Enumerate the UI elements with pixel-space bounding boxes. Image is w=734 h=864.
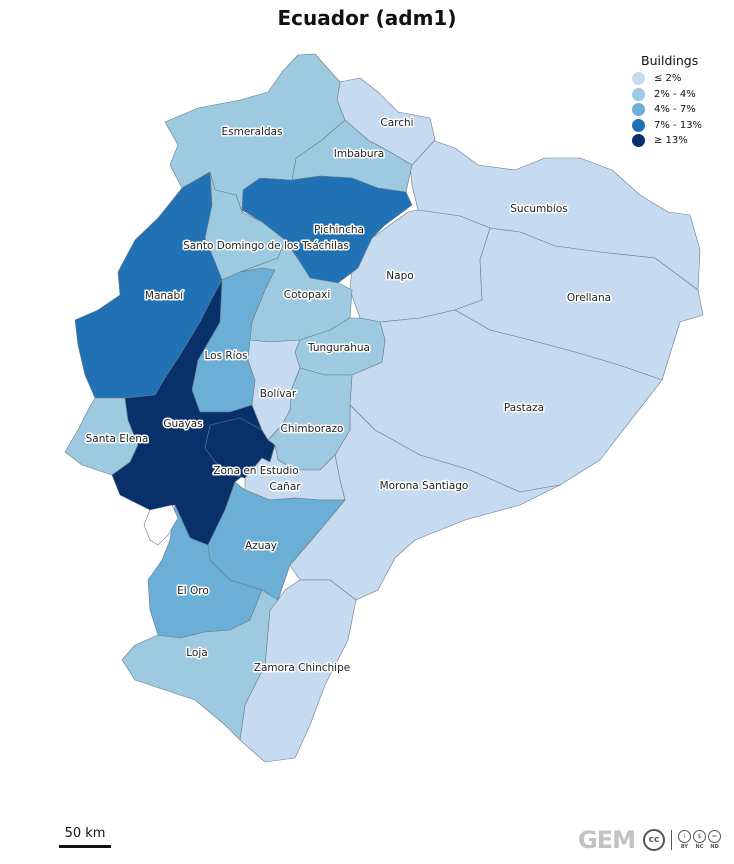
label-imbabura: Imbabura bbox=[334, 148, 385, 160]
label-zamora-chinchipe: Zamora Chinchipe bbox=[254, 662, 350, 674]
legend-item: 7% - 13% bbox=[632, 118, 732, 134]
license-by: i BY bbox=[677, 830, 691, 850]
creative-commons-icon: cc bbox=[642, 829, 665, 851]
label-zona-en-estudio: Zona en Estudio bbox=[213, 465, 298, 477]
license-nc-label: NC bbox=[695, 844, 704, 850]
legend-label: ≤ 2% bbox=[654, 73, 682, 85]
legend: Buildings ≤ 2% 2% - 4% 4% - 7% 7% - 13% … bbox=[632, 53, 732, 149]
label-loja: Loja bbox=[186, 647, 207, 659]
legend-item: ≤ 2% bbox=[632, 71, 732, 87]
legend-label: 4% - 7% bbox=[654, 104, 696, 116]
credits: GEM cc i BY $ NC = ND bbox=[578, 826, 721, 854]
label-los-rios: Los Ríos bbox=[204, 350, 247, 362]
legend-label: 7% - 13% bbox=[654, 119, 703, 131]
label-bolivar: Bolívar bbox=[260, 388, 297, 400]
label-pichincha: Pichincha bbox=[314, 224, 364, 236]
province-labels: Carchi Esmeraldas Imbabura Sucumbíos Pic… bbox=[84, 116, 612, 676]
label-santo-domingo: Santo Domingo de los Tsáchilas bbox=[183, 240, 349, 252]
legend-item: ≥ 13% bbox=[632, 133, 732, 149]
legend-label: ≥ 13% bbox=[654, 135, 688, 147]
label-tungurahua: Tungurahua bbox=[307, 342, 370, 354]
label-pastaza: Pastaza bbox=[504, 402, 544, 414]
noncommercial-icon: $ bbox=[692, 830, 706, 843]
label-chimborazo: Chimborazo bbox=[281, 423, 344, 435]
label-azuay: Azuay bbox=[245, 540, 277, 552]
license-divider bbox=[670, 830, 672, 850]
scale-bar-label: 50 km bbox=[64, 826, 106, 841]
gulf-of-guayaquil bbox=[143, 504, 179, 546]
legend-title: Buildings bbox=[641, 53, 699, 68]
legend-swatch bbox=[632, 103, 645, 117]
label-el-oro: El Oro bbox=[177, 585, 209, 597]
gem-logo: GEM bbox=[578, 826, 636, 854]
scale-bar-line bbox=[59, 845, 111, 848]
label-orellana: Orellana bbox=[567, 292, 611, 304]
license-nc: $ NC bbox=[692, 830, 706, 850]
scale-bar: 50 km bbox=[58, 826, 112, 848]
label-sucumbios: Sucumbíos bbox=[510, 203, 567, 215]
label-morona-santiago: Morona Santiago bbox=[380, 480, 469, 492]
label-esmeraldas: Esmeraldas bbox=[221, 126, 282, 138]
label-cotopaxi: Cotopaxi bbox=[284, 289, 331, 301]
label-canar: Cañar bbox=[269, 481, 301, 493]
label-napo: Napo bbox=[386, 270, 413, 282]
label-manabi: Manabí bbox=[145, 290, 184, 302]
province-loja[interactable] bbox=[121, 589, 279, 741]
legend-item: 4% - 7% bbox=[632, 102, 732, 118]
attribution-icon: i bbox=[677, 830, 691, 843]
legend-label: 2% - 4% bbox=[654, 88, 696, 100]
label-carchi: Carchi bbox=[380, 117, 413, 129]
legend-swatch bbox=[632, 72, 645, 86]
noderivatives-icon: = bbox=[707, 830, 721, 843]
legend-swatch bbox=[632, 134, 645, 148]
legend-swatch bbox=[632, 87, 645, 101]
label-santa-elena: Santa Elena bbox=[86, 433, 149, 445]
label-guayas: Guayas bbox=[163, 418, 202, 430]
map-title: Ecuador (adm1) bbox=[277, 6, 457, 30]
license-nd: = ND bbox=[707, 830, 721, 850]
license-nd-label: ND bbox=[710, 844, 719, 850]
license-by-label: BY bbox=[680, 844, 689, 850]
legend-item: 2% - 4% bbox=[632, 87, 732, 103]
legend-swatch bbox=[632, 118, 645, 132]
